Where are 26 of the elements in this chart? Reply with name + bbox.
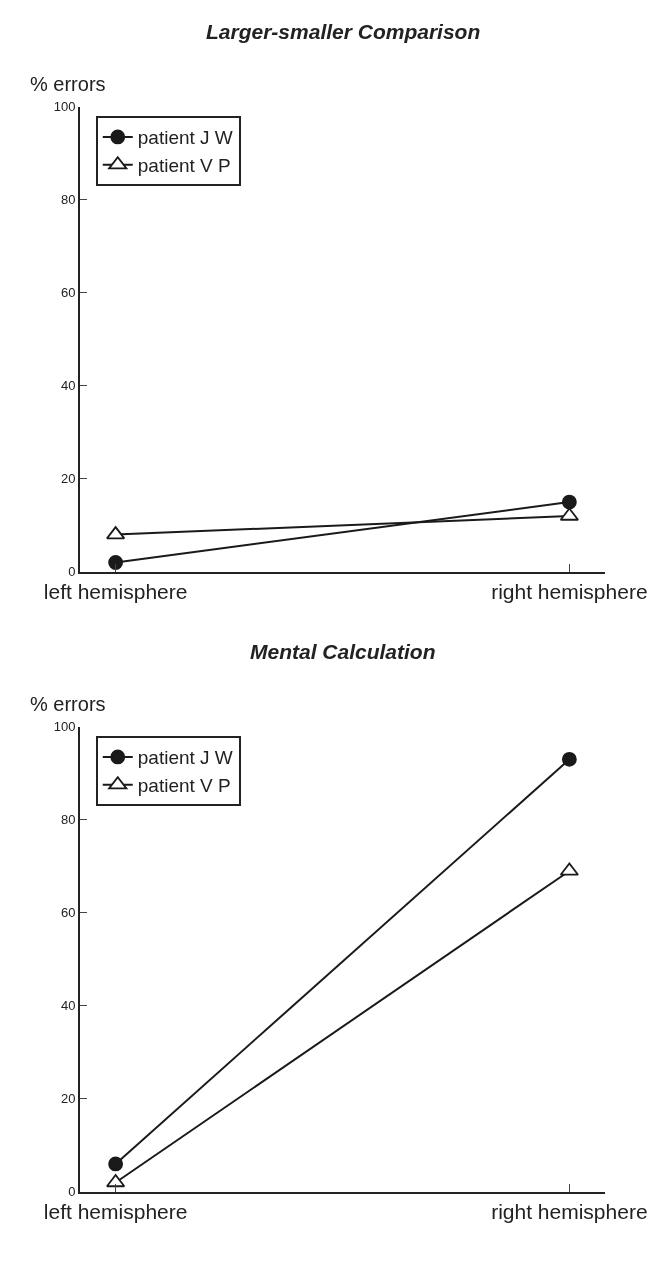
point bbox=[108, 1156, 124, 1172]
y-tick-label: 20 bbox=[60, 1091, 76, 1107]
legend-label: patient V P bbox=[137, 155, 231, 177]
y-tick-label: 100 bbox=[53, 719, 76, 735]
legend-label: patient J W bbox=[137, 127, 233, 149]
x-tick-label: right hemisphere bbox=[491, 1200, 648, 1223]
y-tick-label: 20 bbox=[60, 471, 76, 487]
y-tick-label: 80 bbox=[60, 192, 76, 208]
y-axis-title: % errors bbox=[30, 693, 106, 715]
y-axis-title: % errors bbox=[30, 73, 106, 95]
y-tick-label: 0 bbox=[68, 564, 76, 580]
y-tick-label: 0 bbox=[68, 1184, 76, 1200]
y-tick-label: 40 bbox=[60, 378, 76, 394]
y-tick-label: 80 bbox=[60, 812, 76, 828]
legend-label: patient V P bbox=[137, 775, 231, 797]
chart-title: Mental Calculation bbox=[250, 640, 436, 663]
chart-title: Larger-smaller Comparison bbox=[206, 20, 481, 43]
y-tick-label: 40 bbox=[60, 998, 76, 1014]
x-tick-label: left hemisphere bbox=[43, 1200, 188, 1223]
x-tick-label: right hemisphere bbox=[491, 580, 648, 603]
point bbox=[561, 751, 577, 767]
y-tick-label: 100 bbox=[53, 99, 76, 115]
y-tick-label: 60 bbox=[60, 285, 76, 301]
legend-label: patient J W bbox=[137, 747, 233, 769]
y-tick-label: 60 bbox=[60, 905, 76, 921]
x-tick-label: left hemisphere bbox=[43, 580, 188, 603]
